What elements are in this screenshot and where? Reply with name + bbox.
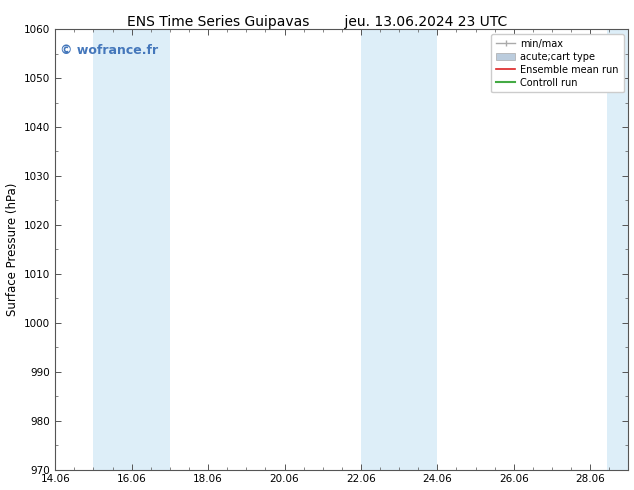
Bar xyxy=(93,29,170,469)
Y-axis label: Surface Pressure (hPa): Surface Pressure (hPa) xyxy=(6,183,18,316)
Legend: min/max, acute;cart type, Ensemble mean run, Controll run: min/max, acute;cart type, Ensemble mean … xyxy=(491,34,624,93)
Bar xyxy=(361,29,437,469)
Bar xyxy=(607,29,634,469)
Text: © wofrance.fr: © wofrance.fr xyxy=(60,44,158,57)
Text: ENS Time Series Guipavas        jeu. 13.06.2024 23 UTC: ENS Time Series Guipavas jeu. 13.06.2024… xyxy=(127,15,507,29)
